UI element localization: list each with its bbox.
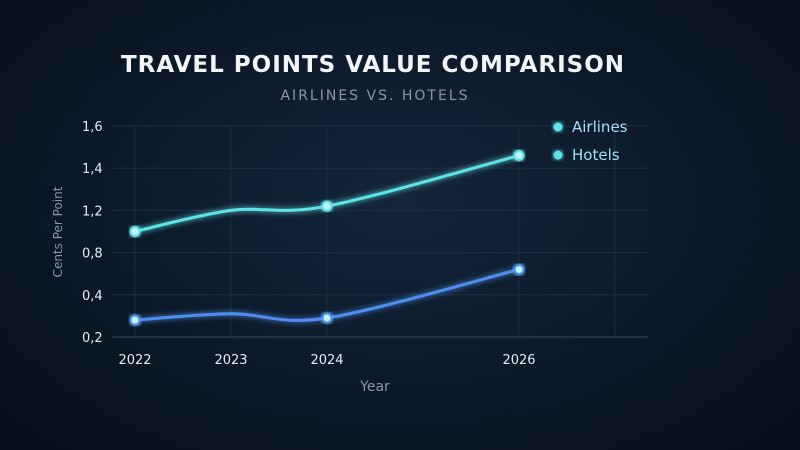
series-line-hotels bbox=[133, 267, 521, 322]
axes: 0,2 0,4 0,8 1,2 1,4 1,6 2022 2023 2024 2026 bbox=[82, 120, 536, 368]
y-axis-label: Cents Per Point bbox=[51, 186, 65, 277]
chart-subtitle: AIRLINES VS. HOTELS bbox=[280, 88, 469, 104]
legend-label-hotels: Hotels bbox=[572, 146, 620, 164]
series-line-airlines bbox=[133, 154, 521, 233]
y-tick-label: 1,4 bbox=[82, 162, 103, 177]
y-tick-label: 1,2 bbox=[82, 204, 103, 219]
x-tick-label: 2024 bbox=[310, 353, 343, 368]
y-tick-label: 1,6 bbox=[82, 120, 103, 135]
legend-label-airlines: Airlines bbox=[572, 118, 628, 136]
data-point-airlines bbox=[321, 200, 333, 212]
y-tick-label: 0,4 bbox=[82, 289, 103, 304]
x-tick-label: 2022 bbox=[118, 353, 151, 368]
x-tick-label: 2026 bbox=[502, 353, 535, 368]
data-point-airlines bbox=[129, 226, 141, 237]
data-point-hotels bbox=[129, 314, 141, 326]
legend-dot-airlines bbox=[553, 122, 563, 132]
x-axis-label: Year bbox=[359, 379, 390, 395]
legend: Airlines Hotels bbox=[553, 118, 628, 164]
y-tick-label: 0,2 bbox=[82, 331, 103, 346]
legend-dot-hotels bbox=[553, 150, 563, 160]
data-point-hotels bbox=[513, 263, 525, 275]
grid bbox=[112, 125, 648, 338]
x-tick-label: 2023 bbox=[214, 353, 247, 368]
data-point-hotels bbox=[321, 312, 333, 324]
data-point-airlines bbox=[513, 150, 525, 162]
series-lines bbox=[129, 150, 525, 326]
chart-title: TRAVEL POINTS VALUE COMPARISON bbox=[121, 52, 625, 78]
y-tick-label: 0,8 bbox=[82, 247, 103, 262]
